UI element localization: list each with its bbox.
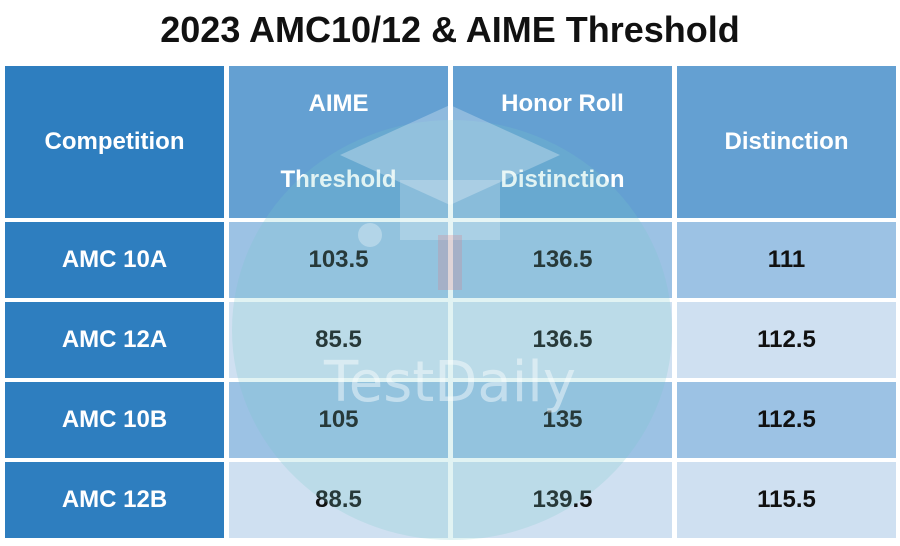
distinction-cell: 112.5	[677, 302, 896, 378]
threshold-table: Competition AIME Threshold Honor Roll Di…	[5, 66, 897, 540]
honor-cell: 136.5	[453, 302, 672, 378]
row-label: AMC 12B	[5, 462, 224, 538]
distinction-cell: 112.5	[677, 382, 896, 458]
header-aime-threshold: AIME Threshold	[229, 66, 448, 218]
distinction-cell: 115.5	[677, 462, 896, 538]
distinction-cell: 111	[677, 222, 896, 298]
aime-cell: 103.5	[229, 222, 448, 298]
page-title: 2023 AMC10/12 & AIME Threshold	[160, 9, 740, 50]
header-honor-line1: Honor Roll	[501, 90, 624, 117]
header-aime-line2: Threshold	[280, 166, 397, 193]
honor-cell: 135	[453, 382, 672, 458]
row-label: AMC 12A	[5, 302, 224, 378]
honor-cell: 136.5	[453, 222, 672, 298]
header-competition-label: Competition	[44, 128, 185, 155]
header-competition: Competition	[5, 66, 224, 218]
row-label: AMC 10A	[5, 222, 224, 298]
honor-cell: 139.5	[453, 462, 672, 538]
header-distinction: Distinction	[677, 66, 896, 218]
header-honor-roll: Honor Roll Distinction	[453, 66, 672, 218]
aime-cell: 85.5	[229, 302, 448, 378]
row-label: AMC 10B	[5, 382, 224, 458]
header-aime-line1: AIME	[308, 90, 369, 117]
header-honor-line2: Distinction	[500, 166, 625, 193]
header-distinction-label: Distinction	[724, 128, 849, 155]
aime-cell: 105	[229, 382, 448, 458]
aime-cell: 88.5	[229, 462, 448, 538]
